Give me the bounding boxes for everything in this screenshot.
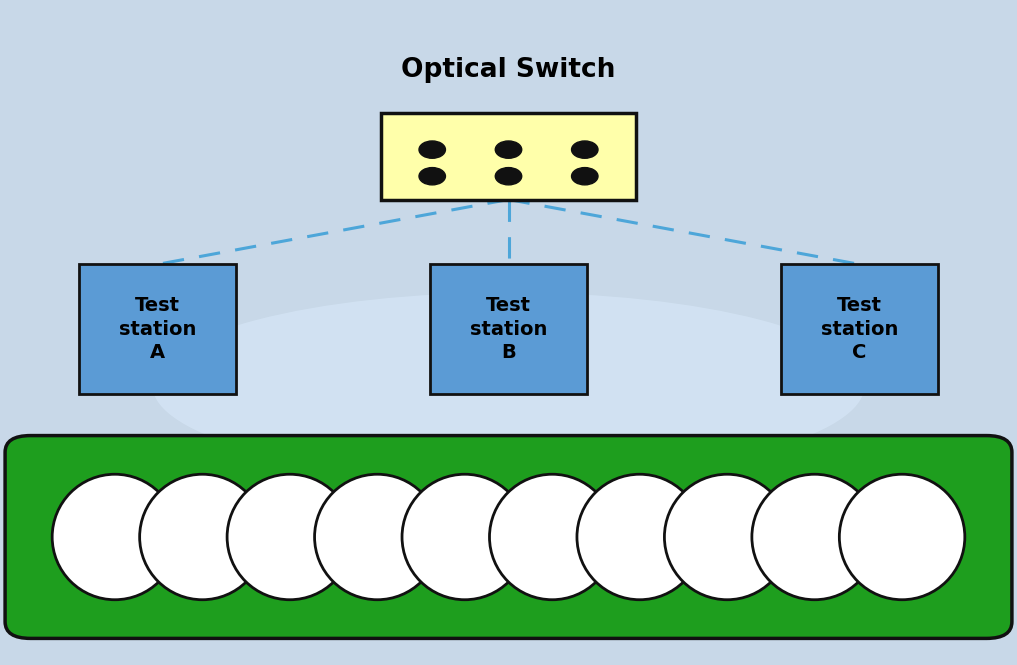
- Circle shape: [419, 168, 445, 185]
- Ellipse shape: [402, 474, 528, 600]
- FancyBboxPatch shape: [5, 436, 1012, 638]
- Circle shape: [419, 141, 445, 158]
- Ellipse shape: [139, 474, 265, 600]
- Ellipse shape: [153, 293, 864, 479]
- Ellipse shape: [752, 474, 878, 600]
- Ellipse shape: [489, 474, 615, 600]
- Text: Optical Switch: Optical Switch: [402, 57, 615, 83]
- Circle shape: [495, 141, 522, 158]
- Text: Test
station
C: Test station C: [821, 296, 898, 362]
- Ellipse shape: [227, 474, 353, 600]
- Circle shape: [495, 168, 522, 185]
- Ellipse shape: [52, 474, 178, 600]
- FancyBboxPatch shape: [781, 264, 939, 394]
- Text: Test
station
A: Test station A: [119, 296, 196, 362]
- FancyBboxPatch shape: [381, 113, 636, 200]
- FancyBboxPatch shape: [79, 264, 236, 394]
- Circle shape: [572, 141, 598, 158]
- Ellipse shape: [664, 474, 790, 600]
- Ellipse shape: [577, 474, 703, 600]
- Ellipse shape: [839, 474, 965, 600]
- Ellipse shape: [314, 474, 440, 600]
- Text: Test
station
B: Test station B: [470, 296, 547, 362]
- FancyBboxPatch shape: [430, 264, 588, 394]
- Circle shape: [572, 168, 598, 185]
